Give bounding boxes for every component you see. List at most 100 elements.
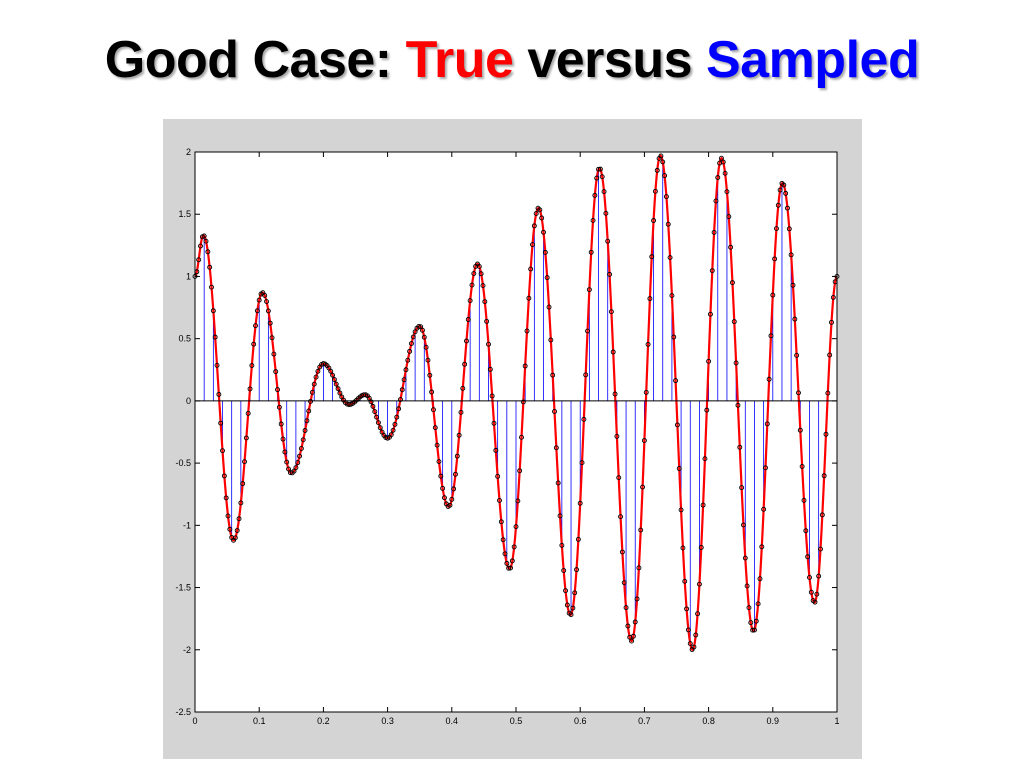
sample-marker	[735, 402, 741, 408]
sample-marker	[223, 495, 229, 501]
sample-marker	[640, 484, 646, 490]
sample-marker	[493, 447, 499, 453]
sample-marker	[497, 497, 502, 503]
sample-marker	[607, 271, 612, 277]
sample-marker	[781, 182, 787, 188]
sample-marker	[227, 526, 233, 532]
sample-marker	[733, 360, 739, 366]
x-tick-label: 1	[834, 716, 839, 726]
sample-marker	[546, 304, 552, 310]
sample-marker	[829, 319, 834, 325]
sample-marker	[654, 167, 660, 173]
sample-marker	[614, 433, 620, 439]
sample-marker	[687, 641, 693, 647]
sample-marker	[544, 275, 550, 281]
sample-marker	[669, 293, 675, 299]
sample-marker	[730, 280, 735, 286]
sample-marker	[662, 173, 668, 179]
sample-marker	[427, 372, 433, 378]
x-tick-label: 0.9	[767, 716, 780, 726]
sample-marker	[308, 398, 314, 404]
sample-marker	[390, 427, 396, 433]
sample-marker	[240, 481, 246, 487]
sample-marker	[796, 390, 801, 396]
sample-marker	[498, 519, 504, 525]
sample-marker	[282, 449, 288, 455]
sample-marker	[763, 465, 768, 471]
sample-marker	[410, 334, 416, 340]
sample-marker	[539, 215, 545, 221]
sample-marker	[825, 390, 831, 396]
sample-marker	[752, 627, 757, 633]
sample-marker	[374, 414, 380, 420]
sample-marker	[486, 341, 491, 347]
sample-marker	[711, 229, 717, 235]
sample-marker	[451, 486, 457, 492]
sample-marker	[612, 391, 618, 397]
sample-marker	[636, 565, 642, 571]
sample-marker	[698, 545, 704, 550]
sample-marker	[484, 318, 490, 324]
sample-marker	[660, 159, 666, 165]
sample-marker	[508, 565, 513, 571]
sample-marker	[531, 223, 537, 229]
sample-marker	[785, 205, 790, 211]
sample-marker	[575, 536, 581, 542]
sample-marker	[718, 155, 724, 161]
sample-marker	[297, 453, 303, 459]
sample-marker	[280, 436, 286, 442]
sample-marker	[671, 334, 677, 340]
sample-marker	[511, 544, 517, 550]
sample-marker	[315, 368, 321, 374]
sample-marker	[377, 425, 383, 431]
sample-marker	[696, 581, 702, 587]
sample-marker	[462, 361, 468, 367]
sample-marker	[586, 287, 592, 293]
sample-marker	[262, 292, 268, 298]
sample-marker	[777, 187, 783, 193]
sample-marker	[550, 372, 556, 378]
sample-marker	[251, 341, 257, 347]
sample-marker	[605, 238, 611, 244]
sample-marker	[684, 606, 690, 612]
sample-marker	[295, 460, 301, 466]
sample-marker	[526, 295, 532, 301]
sample-marker	[205, 249, 211, 255]
sample-marker	[236, 516, 242, 522]
sample-marker	[786, 226, 792, 232]
sample-marker	[264, 299, 269, 305]
sample-marker	[592, 192, 598, 198]
sample-marker	[515, 498, 521, 504]
sample-marker	[214, 362, 220, 368]
sample-marker	[502, 551, 508, 557]
sample-marker	[555, 480, 561, 486]
sample-marker	[434, 442, 440, 448]
sample-marker	[431, 407, 436, 413]
sample-marker	[271, 351, 277, 357]
sample-marker	[803, 528, 809, 534]
sample-marker	[807, 575, 812, 580]
sample-marker	[585, 328, 590, 334]
sample-marker	[619, 549, 625, 555]
sample-marker	[574, 567, 579, 573]
sample-marker	[442, 495, 447, 501]
sample-marker	[328, 368, 334, 374]
sample-marker	[212, 334, 218, 340]
y-tick-label: -2	[183, 645, 191, 655]
sample-marker	[405, 357, 411, 363]
title-word-true: True	[405, 31, 514, 89]
x-tick-label: 0.6	[574, 716, 587, 726]
sample-marker	[695, 611, 701, 617]
sample-marker	[579, 460, 585, 466]
slide-title: Good Case: True versus Sampled	[0, 30, 1024, 90]
sample-marker	[783, 190, 789, 196]
sample-marker	[775, 202, 781, 208]
sample-marker	[438, 473, 444, 479]
sample-marker	[517, 468, 523, 474]
sample-marker	[707, 311, 713, 317]
sample-marker	[674, 422, 680, 428]
sample-marker	[750, 627, 756, 633]
sample-marker	[504, 560, 510, 566]
sample-marker	[720, 159, 726, 165]
sample-marker	[203, 238, 209, 244]
